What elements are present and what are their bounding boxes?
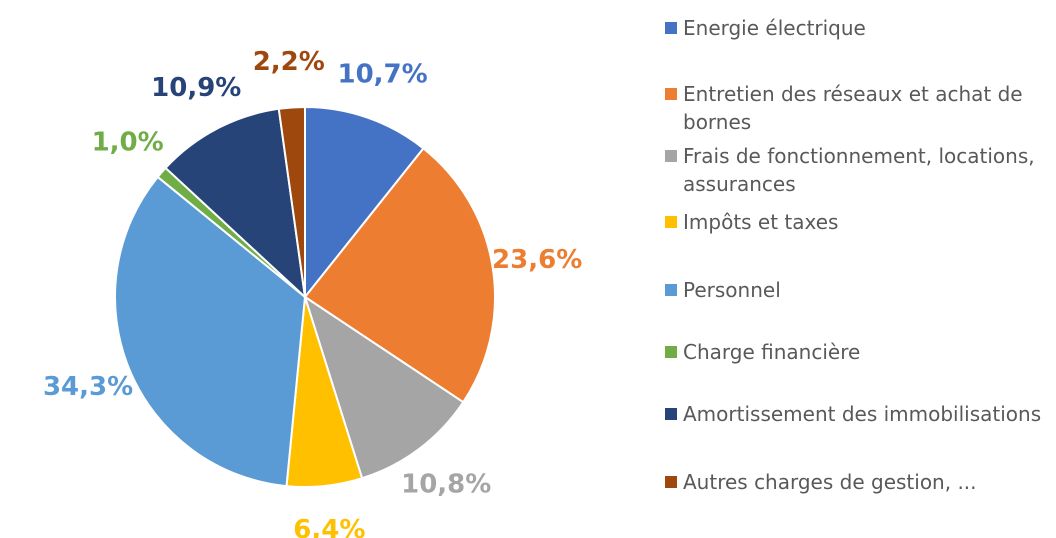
data-label: 10,7% [337,60,427,90]
legend-label: Entretien des réseaux et achat de bornes [683,82,1023,134]
pie-slice [303,147,496,404]
legend-label: Personnel [683,278,781,302]
data-label: 1,0% [92,127,164,157]
pie-slice [277,105,306,298]
legend-swatch [665,216,677,228]
legend-item: Impôts et taxes [665,208,1050,236]
pie-slice [303,294,465,480]
legend-item: Frais de fonctionnement, locations, assu… [665,142,1050,198]
data-label: 34,3% [43,372,133,402]
legend-label: Frais de fonctionnement, locations, assu… [683,144,1035,196]
data-label: 6,4% [293,515,365,538]
legend-item: Energie électrique [665,14,1050,42]
legend-item: Amortissement des immobilisations [665,400,1050,428]
legend-item: Charge financière [665,338,1050,366]
legend-swatch [665,408,677,420]
data-label: 10,8% [401,469,491,499]
legend-label: Charge financière [683,340,861,364]
data-label: 10,9% [151,73,241,103]
legend-item: Entretien des réseaux et achat de bornes [665,80,1050,136]
legend-swatch [665,88,677,100]
legend-swatch [665,476,677,488]
pie-slice [164,107,307,300]
pie-slice [114,175,307,488]
legend-swatch [665,22,677,34]
legend-swatch [665,284,677,296]
legend-label: Autres charges de gestion, ... [683,470,977,494]
legend-swatch [665,150,677,162]
legend-swatch [665,346,677,358]
legend-item: Autres charges de gestion, ... [665,468,1050,496]
pie-slice [304,105,425,300]
legend-label: Energie électrique [683,16,866,40]
legend-item: Personnel [665,276,1050,304]
data-label: 2,2% [253,47,325,77]
legend-label: Amortissement des immobilisations [683,402,1042,426]
legend-label: Impôts et taxes [683,210,839,234]
data-label: 23,6% [492,245,582,275]
